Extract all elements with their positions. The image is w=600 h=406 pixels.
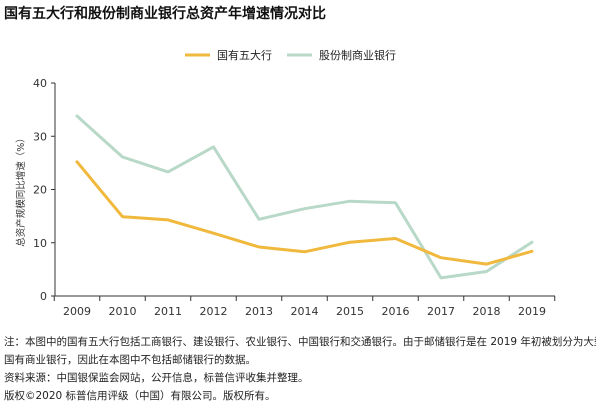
y-axis: 0 10 20 30 40	[33, 77, 56, 303]
note-line-3: 资料来源：中国银保监会网站，公开信息，标普信评收集并整理。	[4, 372, 309, 384]
series-lines	[75, 114, 534, 280]
x-tick-label: 2010	[109, 305, 137, 318]
x-tick-label: 2014	[291, 305, 319, 318]
y-axis-label: 总资产规模同比增速（%）	[15, 133, 27, 247]
legend: 国有五大行 股份制商业银行	[185, 48, 396, 62]
x-axis: 2009 2010 2011 2012 2013 2014 2015 2016 2017 2018…	[53, 295, 556, 318]
x-tick-label: 2015	[336, 305, 364, 318]
legend-label: 国有五大行	[217, 48, 272, 62]
legend-label: 股份制商业银行	[319, 48, 396, 62]
x-tick-label: 2019	[518, 305, 546, 318]
series-line	[75, 114, 534, 280]
chart-title: 国有五大行和股份制商业银行总资产年增速情况对比	[4, 6, 326, 22]
footnotes: 注：本图中的国有五大行包括工商银行、建设银行、农业银行、中国银行和交通银行。由于…	[4, 333, 596, 405]
x-tick-label: 2009	[63, 305, 91, 318]
x-tick-label: 2013	[245, 305, 273, 318]
y-tick-label: 10	[33, 237, 47, 250]
x-tick-label: 2016	[382, 305, 410, 318]
series-line	[75, 160, 534, 266]
y-tick-label: 20	[33, 184, 47, 197]
y-tick-label: 40	[33, 77, 47, 90]
x-tick-label: 2012	[200, 305, 228, 318]
y-tick-label: 0	[40, 290, 47, 303]
x-tick-label: 2017	[427, 305, 455, 318]
note-line-2: 国有商业银行，因此在本图中不包括邮储银行的数据。	[4, 354, 256, 366]
x-tick-label: 2018	[473, 305, 501, 318]
note-line-1: 注：本图中的国有五大行包括工商银行、建设银行、农业银行、中国银行和交通银行。由于…	[4, 336, 596, 348]
x-tick-label: 2011	[154, 305, 182, 318]
y-tick-label: 30	[33, 130, 47, 143]
note-line-4: 版权©2020 标普信用评级（中国）有限公司。版权所有。	[4, 390, 276, 402]
